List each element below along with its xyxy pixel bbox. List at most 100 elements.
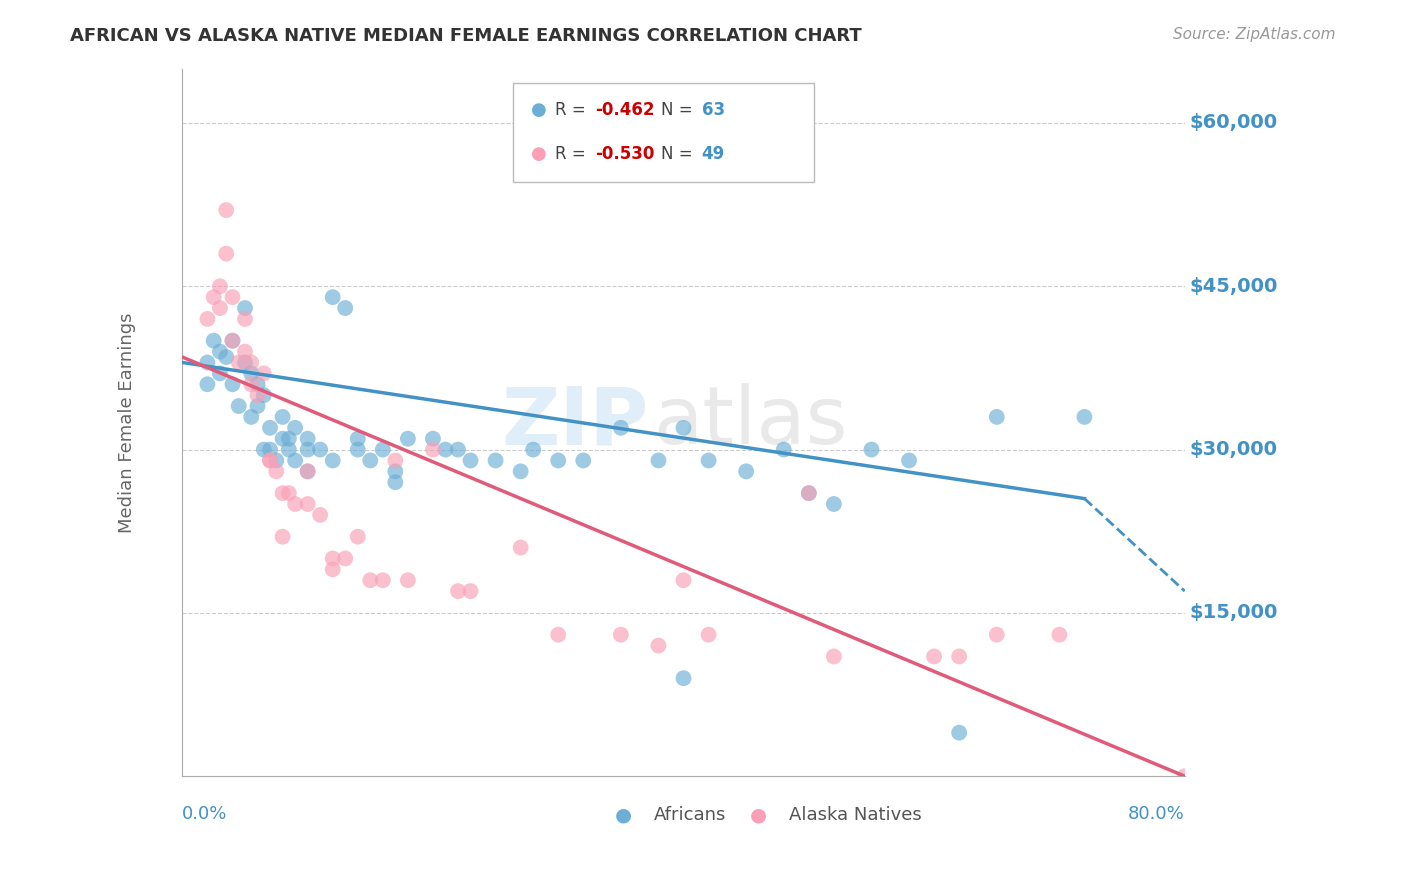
Text: ZIP: ZIP [501, 384, 648, 461]
Point [271, 409, 294, 424]
Point [297, 464, 319, 478]
Point [547, 453, 569, 467]
Point [208, 301, 231, 315]
Point [610, 628, 633, 642]
Text: R =: R = [555, 102, 592, 120]
Point [253, 442, 276, 457]
Text: -0.462: -0.462 [595, 102, 655, 120]
Point [297, 464, 319, 478]
Text: Africans: Africans [654, 806, 725, 824]
Point [371, 573, 394, 587]
Point [208, 344, 231, 359]
Point [284, 497, 307, 511]
Point [460, 584, 482, 599]
Text: R =: R = [555, 145, 592, 163]
Point [359, 453, 381, 467]
Point [422, 432, 444, 446]
Point [277, 432, 299, 446]
Point [672, 573, 695, 587]
Point [259, 442, 281, 457]
Text: $60,000: $60,000 [1189, 113, 1278, 132]
Point [346, 442, 368, 457]
Text: ●: ● [531, 102, 547, 120]
Point [422, 442, 444, 457]
Point [322, 551, 344, 566]
Point [309, 442, 332, 457]
Point [233, 355, 256, 369]
Point [434, 442, 457, 457]
Text: 49: 49 [702, 145, 725, 163]
Point [233, 312, 256, 326]
Point [208, 279, 231, 293]
Point [610, 421, 633, 435]
Point [240, 355, 263, 369]
Point [297, 432, 319, 446]
Point [672, 421, 695, 435]
Point [509, 541, 531, 555]
Text: Source: ZipAtlas.com: Source: ZipAtlas.com [1173, 27, 1336, 42]
Point [547, 628, 569, 642]
Point [277, 442, 299, 457]
Point [371, 442, 394, 457]
Point [384, 464, 406, 478]
Point [797, 486, 820, 500]
Point [221, 377, 243, 392]
Text: ●: ● [614, 805, 631, 824]
Point [509, 464, 531, 478]
Point [197, 312, 219, 326]
Point [271, 486, 294, 500]
Text: -0.530: -0.530 [595, 145, 655, 163]
Point [322, 290, 344, 304]
Point [259, 453, 281, 467]
Point [246, 399, 269, 413]
Point [271, 530, 294, 544]
Text: N =: N = [661, 145, 699, 163]
Point [396, 573, 419, 587]
Point [228, 399, 250, 413]
Point [384, 453, 406, 467]
Point [384, 475, 406, 490]
Point [202, 290, 225, 304]
Point [572, 453, 595, 467]
Point [1047, 628, 1070, 642]
Point [647, 639, 669, 653]
Point [396, 432, 419, 446]
Point [948, 725, 970, 739]
Point [922, 649, 945, 664]
Point [297, 442, 319, 457]
Point [484, 453, 506, 467]
Point [697, 453, 720, 467]
Point [948, 649, 970, 664]
Point [259, 453, 281, 467]
Point [297, 497, 319, 511]
Point [221, 290, 243, 304]
Point [266, 453, 288, 467]
Point [240, 377, 263, 392]
Point [447, 584, 470, 599]
Point [197, 377, 219, 392]
Point [197, 355, 219, 369]
Point [647, 453, 669, 467]
Point [240, 367, 263, 381]
Point [335, 301, 357, 315]
Point [697, 628, 720, 642]
Point [460, 453, 482, 467]
Text: ●: ● [751, 805, 768, 824]
Point [797, 486, 820, 500]
Point [672, 671, 695, 685]
Text: 80.0%: 80.0% [1128, 805, 1185, 822]
Point [277, 486, 299, 500]
Point [359, 573, 381, 587]
Point [322, 562, 344, 576]
Point [860, 442, 883, 457]
Point [266, 464, 288, 478]
Point [322, 453, 344, 467]
Point [221, 334, 243, 348]
Point [335, 551, 357, 566]
Text: atlas: atlas [654, 384, 848, 461]
Point [208, 367, 231, 381]
Point [1174, 769, 1197, 783]
Text: $15,000: $15,000 [1189, 603, 1278, 623]
Point [271, 432, 294, 446]
Point [309, 508, 332, 522]
